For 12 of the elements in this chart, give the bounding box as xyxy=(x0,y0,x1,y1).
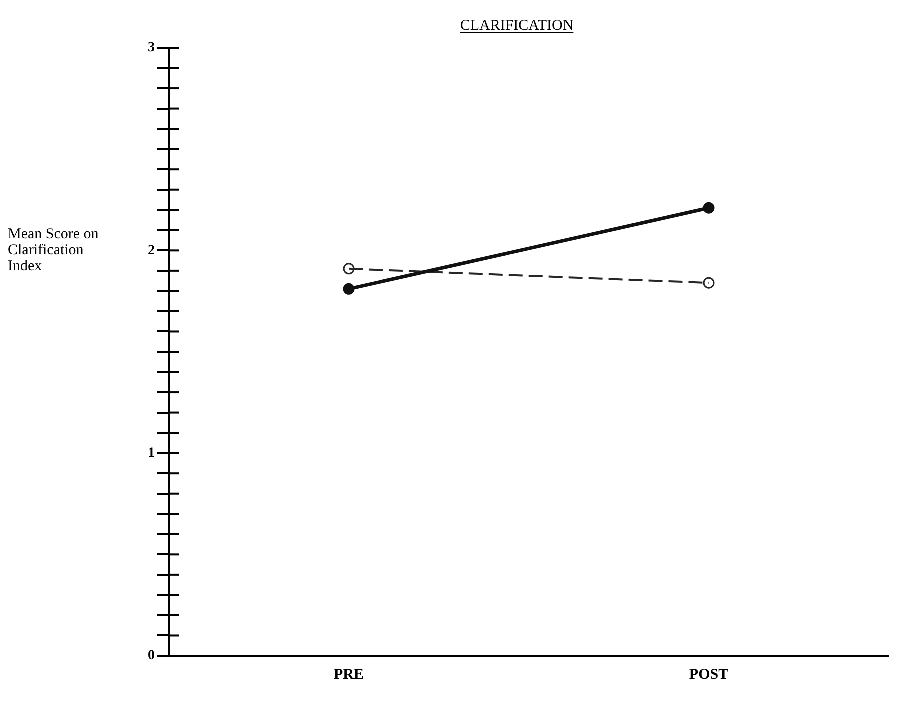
chart-title: CLARIFICATION xyxy=(460,18,574,34)
y-tick-label: 0 xyxy=(148,648,155,664)
y-tick-label: 2 xyxy=(148,243,155,258)
x-tick-label: PRE xyxy=(334,666,364,683)
y-axis-title: Mean Score on Clarification Index xyxy=(8,226,100,275)
point xyxy=(343,283,355,295)
point xyxy=(703,202,715,214)
y-tick-label: 1 xyxy=(148,446,155,461)
x-tick-label: POST xyxy=(689,666,729,683)
y-tick-label: 3 xyxy=(148,40,155,56)
point xyxy=(343,263,355,275)
point xyxy=(703,277,715,289)
